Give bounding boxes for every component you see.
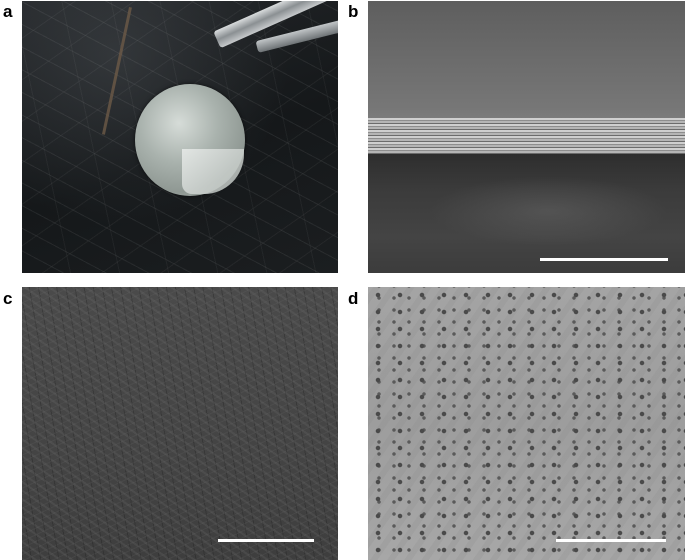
scale-bar-b [540,258,668,261]
panel-label-a: a [3,2,13,21]
panel-c-sem-surface [22,287,338,560]
substrate-shading [428,176,668,246]
substrate-region [368,154,685,273]
panel-label-b: b [348,2,359,21]
panel-d-sem-surface [368,287,685,560]
panel-label-c: c [3,289,13,308]
panel-a-photograph [22,1,338,273]
scale-bar-c [218,539,314,542]
panel-label-d: d [348,289,359,308]
panel-b-sem-cross-section [368,1,685,273]
scale-bar-d [556,539,666,542]
cross-section-layer [368,118,685,154]
